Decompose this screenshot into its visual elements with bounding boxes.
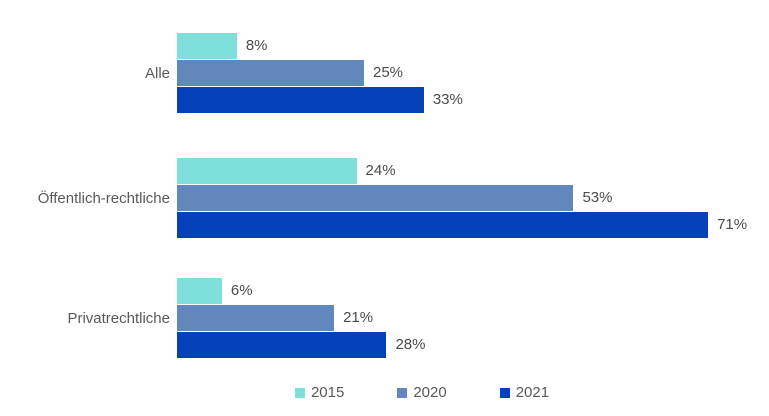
bar-2021-privat[interactable] xyxy=(177,332,387,358)
data-label: 8% xyxy=(245,37,268,54)
data-label: 53% xyxy=(582,189,613,206)
legend-swatch-2021-icon xyxy=(499,387,510,398)
legend-label-2021: 2021 xyxy=(515,384,550,401)
legend: 2015 2020 2021 xyxy=(177,384,667,401)
bar-row: 25% xyxy=(177,60,769,86)
legend-swatch-2020-icon xyxy=(397,387,408,398)
data-label: 33% xyxy=(432,91,463,108)
bar-row: 71% xyxy=(177,212,769,238)
bar-2020-privat[interactable] xyxy=(177,305,335,331)
legend-item-2021[interactable]: 2021 xyxy=(499,384,550,401)
bar-stack: 24% 53% 71% xyxy=(177,158,769,238)
bar-stack: 6% 21% 28% xyxy=(177,278,769,358)
bar-row: 24% xyxy=(177,158,769,184)
data-label: 28% xyxy=(395,336,426,353)
bar-2021-alle[interactable] xyxy=(177,87,424,113)
bar-group-alle: Alle 8% 25% 33% xyxy=(0,33,769,113)
legend-item-2020[interactable]: 2020 xyxy=(397,384,447,401)
bar-stack: 8% 25% 33% xyxy=(177,33,769,113)
bar-row: 28% xyxy=(177,332,769,358)
bar-row: 8% xyxy=(177,33,769,59)
data-label: 25% xyxy=(373,64,404,81)
bar-group-oeffentlich-rechtliche: Öffentlich-rechtliche 24% 53% 71% xyxy=(0,158,769,238)
bar-group-privatrechtliche: Privatrechtliche 6% 21% 28% xyxy=(0,278,769,358)
bar-row: 21% xyxy=(177,305,769,331)
legend-swatch-2015-icon xyxy=(294,387,305,398)
bar-row: 53% xyxy=(177,185,769,211)
bar-row: 6% xyxy=(177,278,769,304)
bar-2020-oeffentlich[interactable] xyxy=(177,185,574,211)
data-label: 71% xyxy=(717,216,748,233)
category-label-privatrechtliche: Privatrechtliche xyxy=(67,309,170,327)
data-label: 24% xyxy=(365,162,396,179)
bar-2015-oeffentlich[interactable] xyxy=(177,158,357,184)
bar-2015-alle[interactable] xyxy=(177,33,237,59)
category-label-oeffentlich-rechtliche: Öffentlich-rechtliche xyxy=(37,189,170,207)
data-label: 21% xyxy=(343,309,374,326)
bar-2020-alle[interactable] xyxy=(177,60,364,86)
legend-item-2015[interactable]: 2015 xyxy=(294,384,345,401)
data-label: 6% xyxy=(230,282,253,299)
legend-label-2015: 2015 xyxy=(310,384,345,401)
bar-2021-oeffentlich[interactable] xyxy=(177,212,709,238)
bar-2015-privat[interactable] xyxy=(177,278,222,304)
legend-label-2020: 2020 xyxy=(413,384,447,401)
bar-row: 33% xyxy=(177,87,769,113)
category-label-alle: Alle xyxy=(144,64,170,82)
